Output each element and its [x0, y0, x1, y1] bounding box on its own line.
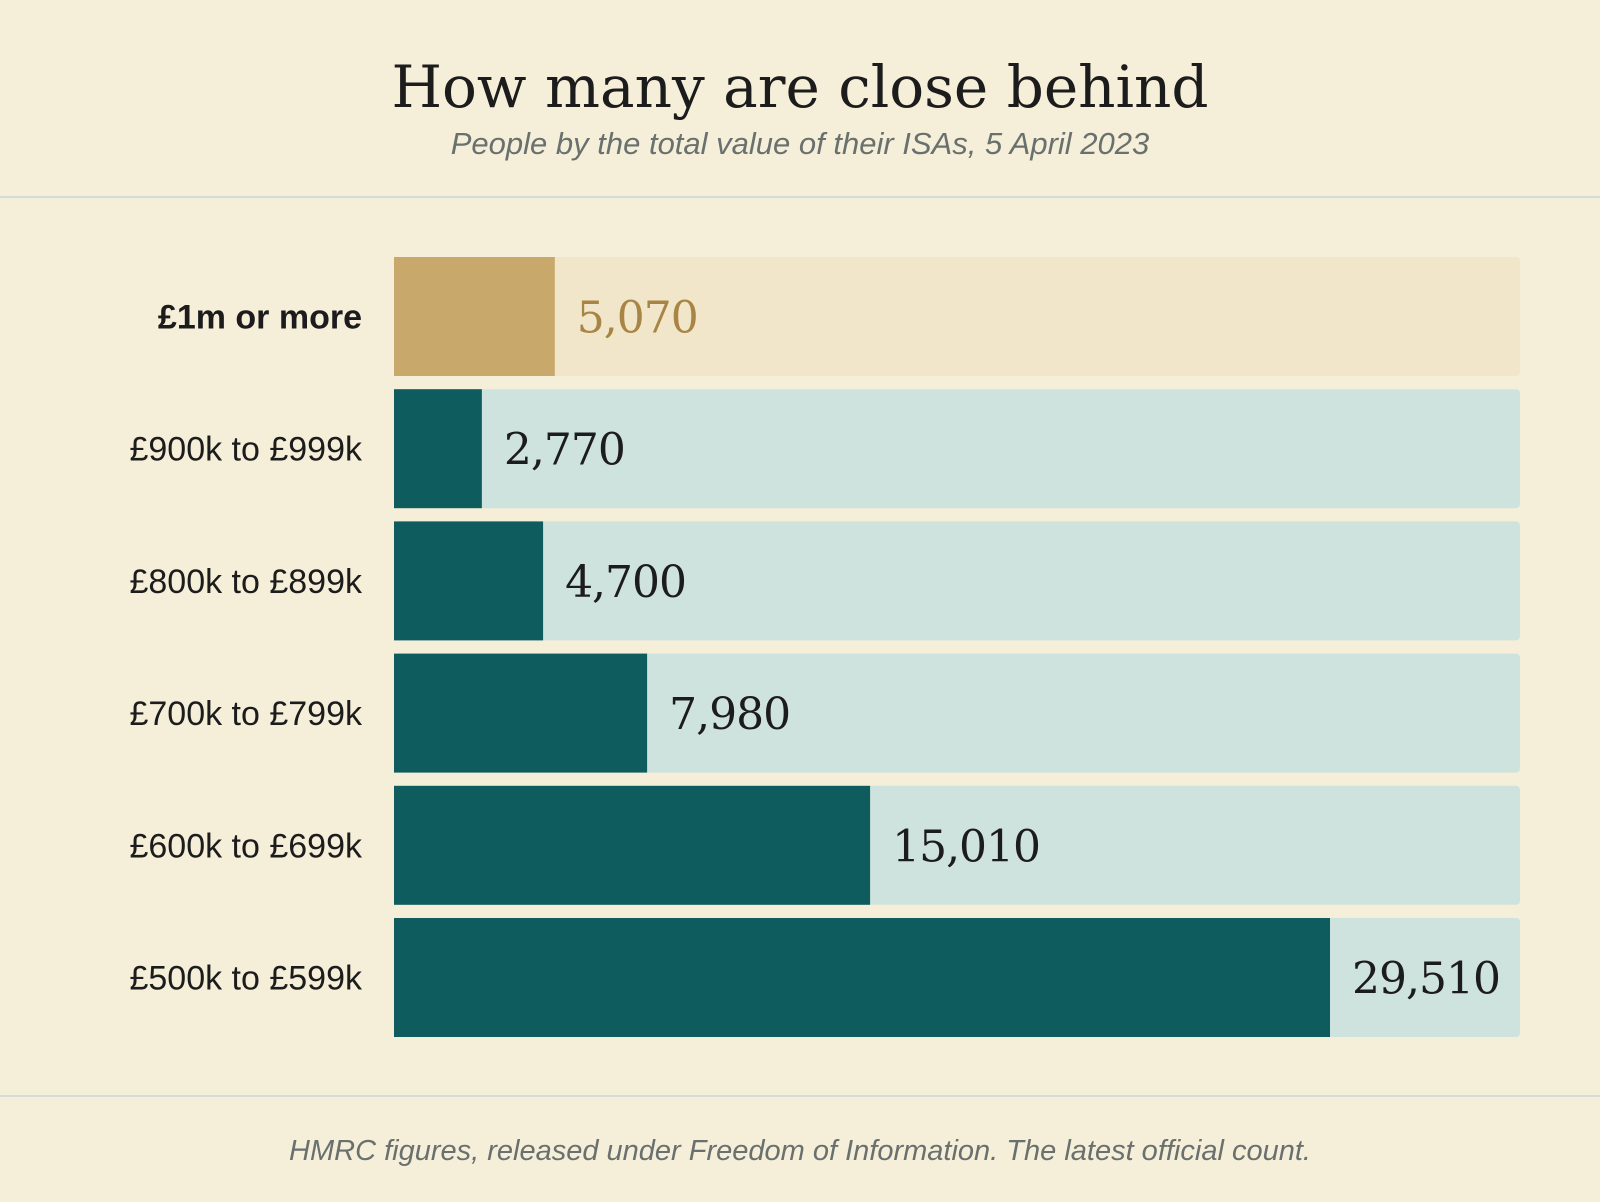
chart-subtitle: People by the total value of their ISAs,… — [450, 126, 1150, 161]
category-label: £1m or more — [158, 299, 362, 337]
category-label: £700k to £799k — [129, 695, 363, 733]
value-label: 7,980 — [669, 689, 790, 740]
value-label: 2,770 — [504, 425, 625, 476]
bar-row: £600k to £699k 15,010 — [129, 785, 1520, 905]
bar-row: £1m or more 5,070 — [158, 257, 1520, 376]
value-label: 4,700 — [565, 557, 686, 608]
category-label: £900k to £999k — [129, 431, 363, 469]
value-label: 15,010 — [892, 821, 1040, 872]
bar-row: £800k to £899k 4,700 — [129, 521, 1520, 641]
bar-chart: £1m or more 5,070 £900k to £999k 2,770 £800k… — [129, 257, 1520, 1037]
category-label: £500k to £599k — [129, 960, 363, 998]
bar-track — [394, 257, 1520, 376]
bar-track — [394, 653, 1520, 773]
bar-row: £500k to £599k 29,510 — [129, 918, 1520, 1037]
bar-row: £900k to £999k 2,770 — [129, 389, 1520, 509]
chart-footer: HMRC figures, released under Freedom of … — [0, 1095, 1600, 1202]
bar — [394, 653, 648, 773]
category-label: £600k to £699k — [129, 827, 363, 865]
bar — [394, 389, 482, 509]
bar — [394, 918, 1331, 1037]
value-label: 5,070 — [577, 293, 698, 344]
chart-header: How many are close behind People by the … — [0, 0, 1600, 198]
bar — [394, 785, 871, 905]
bar — [394, 257, 555, 376]
bar-row: £700k to £799k 7,980 — [129, 653, 1520, 773]
category-label: £800k to £899k — [129, 563, 363, 601]
bar — [394, 521, 544, 641]
source-note: HMRC figures, released under Freedom of … — [289, 1135, 1311, 1167]
chart-title: How many are close behind — [391, 53, 1209, 121]
value-label: 29,510 — [1352, 954, 1500, 1005]
bar-track — [394, 521, 1520, 641]
bar-track — [394, 389, 1520, 509]
